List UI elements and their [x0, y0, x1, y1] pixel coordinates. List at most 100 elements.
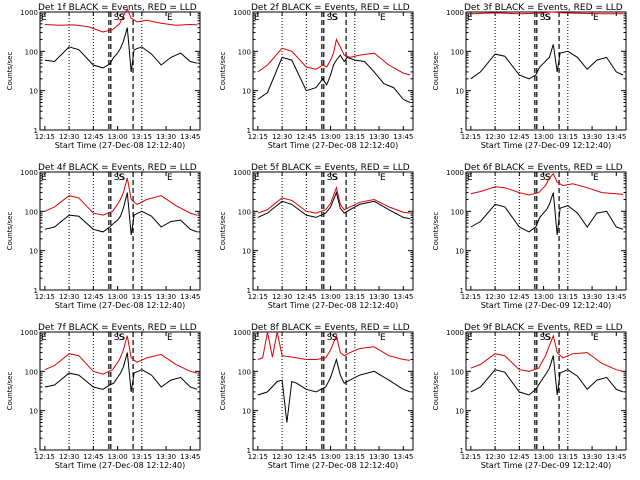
- event-marker: E: [467, 13, 473, 23]
- chart-title: Det 3f BLACK = Events, RED = LLD: [464, 3, 623, 13]
- y-tick-label: 100: [25, 48, 38, 56]
- x-tick-label: 13:45: [606, 133, 626, 141]
- plot-frame: [465, 171, 627, 291]
- chart-panel-7: Det 7f BLACK = Events, RED = LLD Counts/s…: [6, 323, 201, 470]
- y-axis-label: Counts/sec: [432, 372, 440, 411]
- x-tick-label: 12:45: [296, 453, 316, 461]
- event-marker: E: [254, 333, 260, 343]
- event-marker: E: [254, 13, 260, 23]
- x-tick-label: 12:45: [509, 293, 529, 301]
- x-tick-label: 13:00: [320, 133, 340, 141]
- x-tick-label: 13:30: [156, 453, 176, 461]
- event-marker: SS: [114, 13, 126, 23]
- series-line-lld: [470, 334, 624, 372]
- y-axis-label: Counts/sec: [432, 212, 440, 251]
- x-tick-label: 12:45: [509, 453, 529, 461]
- x-tick-label: 13:30: [582, 453, 602, 461]
- x-tick-label: 13:30: [582, 293, 602, 301]
- x-tick-label: 12:30: [59, 453, 79, 461]
- series-line-lld: [257, 185, 411, 214]
- chart-panel-9: Det 9f BLACK = Events, RED = LLD Counts/s…: [432, 323, 627, 470]
- series-line-lld: [257, 331, 411, 361]
- y-tick-label: 1000: [233, 169, 251, 177]
- x-tick-label: 13:15: [558, 453, 578, 461]
- x-tick-label: 13:45: [180, 293, 200, 301]
- x-tick-label: 12:45: [83, 133, 103, 141]
- x-tick-label: 12:15: [35, 133, 55, 141]
- y-tick-label: 1: [460, 127, 464, 135]
- x-tick-label: 13:00: [533, 293, 553, 301]
- x-axis-label: Start Time (27-Dec-08 12:12:40): [268, 301, 399, 310]
- x-tick-label: 12:30: [272, 453, 292, 461]
- y-tick-label: 10: [29, 408, 38, 416]
- plot-frame: [252, 331, 414, 451]
- x-tick-label: 12:45: [296, 133, 316, 141]
- x-tick-label: 12:30: [485, 453, 505, 461]
- y-tick-label: 100: [25, 368, 38, 376]
- plot-frame: [39, 171, 201, 291]
- chart-title: Det 5f BLACK = Events, RED = LLD: [251, 163, 410, 173]
- y-tick-label: 1000: [446, 169, 464, 177]
- x-tick-label: 12:30: [485, 133, 505, 141]
- series-line-events: [44, 27, 198, 72]
- y-axis-label: Counts/sec: [219, 212, 227, 251]
- y-tick-label: 1000: [20, 169, 38, 177]
- y-axis-label: Counts/sec: [432, 52, 440, 91]
- x-tick-label: 13:45: [393, 293, 413, 301]
- x-tick-label: 13:45: [393, 133, 413, 141]
- x-tick-label: 12:15: [248, 133, 268, 141]
- x-tick-label: 12:30: [272, 293, 292, 301]
- event-marker: E: [41, 13, 47, 23]
- x-tick-label: 12:45: [83, 293, 103, 301]
- y-tick-label: 1: [34, 447, 38, 455]
- x-tick-label: 13:30: [156, 293, 176, 301]
- y-tick-label: 1000: [233, 9, 251, 17]
- chart-panel-4: Det 4f BLACK = Events, RED = LLD Counts/s…: [6, 163, 201, 310]
- event-marker: E: [467, 333, 473, 343]
- chart-panel-6: Det 6f BLACK = Events, RED = LLD Counts/s…: [432, 163, 627, 310]
- series-line-lld: [470, 172, 624, 196]
- x-tick-label: 12:15: [461, 293, 481, 301]
- series-line-events: [257, 357, 411, 423]
- x-tick-label: 13:45: [606, 453, 626, 461]
- y-tick-label: 10: [29, 88, 38, 96]
- series-line-lld: [44, 7, 198, 33]
- x-tick-label: 13:30: [369, 133, 389, 141]
- event-marker: S: [332, 333, 338, 343]
- chart-title: Det 8f BLACK = Events, RED = LLD: [251, 323, 410, 333]
- event-marker: S: [119, 173, 125, 183]
- y-tick-label: 10: [455, 248, 464, 256]
- y-tick-label: 1: [460, 447, 464, 455]
- chart-title: Det 6f BLACK = Events, RED = LLD: [464, 163, 623, 173]
- event-marker: S: [119, 13, 125, 23]
- x-tick-label: 13:45: [606, 293, 626, 301]
- y-axis-label: Counts/sec: [6, 52, 14, 91]
- chart-panel-1: Det 1f BLACK = Events, RED = LLD Counts/s…: [6, 3, 201, 150]
- chart-title: Det 7f BLACK = Events, RED = LLD: [38, 323, 197, 333]
- y-tick-label: 10: [242, 88, 251, 96]
- event-marker: S: [332, 173, 338, 183]
- x-tick-label: 12:30: [59, 133, 79, 141]
- x-axis-label: Start Time (27-Dec-08 12:12:40): [55, 141, 186, 150]
- y-axis-label: Counts/sec: [219, 372, 227, 411]
- plot-frame: [465, 331, 627, 451]
- event-marker: SS: [114, 173, 126, 183]
- x-tick-label: 13:15: [132, 133, 152, 141]
- y-tick-label: 1: [247, 447, 251, 455]
- event-marker: E: [467, 173, 473, 183]
- event-marker: SS: [540, 13, 552, 23]
- event-marker: SS: [327, 333, 339, 343]
- plot-frame: [465, 11, 627, 131]
- series-line-events: [470, 192, 624, 236]
- x-tick-label: 12:15: [461, 133, 481, 141]
- x-tick-label: 13:15: [132, 453, 152, 461]
- event-marker: S: [119, 333, 125, 343]
- y-tick-label: 10: [29, 248, 38, 256]
- series-line-lld: [470, 11, 624, 15]
- chart-title: Det 2f BLACK = Events, RED = LLD: [251, 3, 410, 13]
- event-marker: SS: [540, 333, 552, 343]
- x-axis-label: Start Time (27-Dec-08 12:12:40): [268, 461, 399, 470]
- x-axis-label: Start Time (27-Dec-08 12:12:40): [268, 141, 399, 150]
- x-tick-label: 13:15: [132, 293, 152, 301]
- y-axis-label: Counts/sec: [6, 212, 14, 251]
